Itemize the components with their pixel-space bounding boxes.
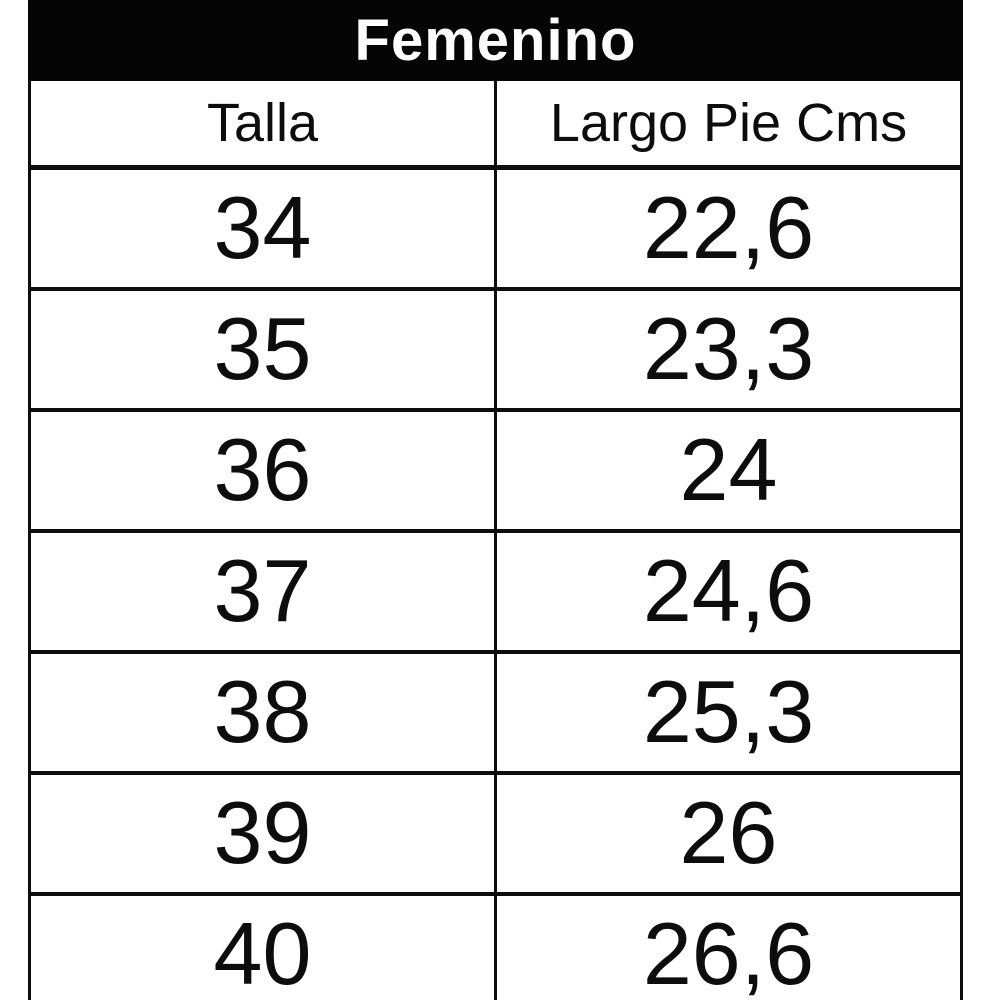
largo-pie-cell: 26,6 [494, 891, 963, 1000]
talla-cell: 39 [28, 770, 497, 896]
table-row: 34 22,6 [28, 165, 963, 291]
table-row: 40 26,6 [28, 891, 963, 1000]
talla-cell: 37 [28, 528, 497, 654]
title-row: Femenino [28, 0, 963, 81]
size-table: Femenino Talla Largo Pie Cms 34 22,6 35 23,… [28, 0, 963, 1000]
talla-cell: 38 [28, 649, 497, 775]
largo-pie-cell: 23,3 [494, 286, 963, 412]
table-title: Femenino [28, 0, 963, 81]
talla-cell: 36 [28, 407, 497, 533]
talla-cell: 40 [28, 891, 497, 1000]
column-header-largo: Largo Pie Cms [494, 78, 963, 170]
largo-pie-cell: 25,3 [494, 649, 963, 775]
largo-pie-cell: 26 [494, 770, 963, 896]
table-row: 39 26 [28, 770, 963, 896]
column-header-row: Talla Largo Pie Cms [28, 78, 963, 170]
table-row: 36 24 [28, 407, 963, 533]
largo-pie-cell: 24,6 [494, 528, 963, 654]
column-header-talla: Talla [28, 78, 497, 170]
largo-pie-cell: 24 [494, 407, 963, 533]
talla-cell: 35 [28, 286, 497, 412]
talla-cell: 34 [28, 165, 497, 291]
table-row: 35 23,3 [28, 286, 963, 412]
largo-pie-cell: 22,6 [494, 165, 963, 291]
size-table-body: 34 22,6 35 23,3 36 24 37 24,6 38 25,3 39 26 40 26,6 [28, 165, 963, 1000]
table-row: 38 25,3 [28, 649, 963, 775]
table-row: 37 24,6 [28, 528, 963, 654]
size-table-head: Femenino Talla Largo Pie Cms [28, 0, 963, 170]
